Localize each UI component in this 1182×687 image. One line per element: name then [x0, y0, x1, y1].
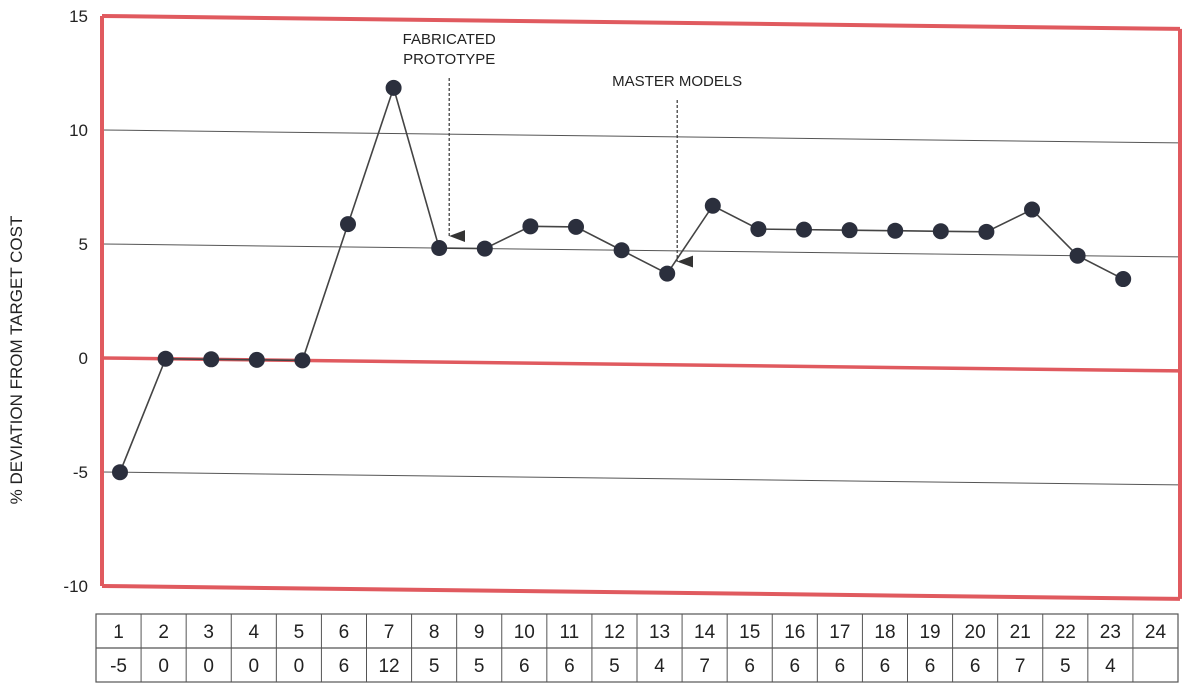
table-cell-value: 6	[880, 656, 891, 677]
data-point	[1024, 201, 1040, 218]
table-cell-index: 23	[1100, 622, 1121, 643]
y-tick-label: 10	[69, 121, 88, 140]
table-cell-value: 0	[203, 656, 214, 677]
plot-frame	[100, 14, 1182, 601]
table-cell-index: 22	[1055, 622, 1076, 643]
table-cell-index: 6	[339, 622, 350, 643]
data-point	[704, 197, 721, 214]
table-cell-index: 4	[249, 622, 260, 643]
table-cell-index: 19	[919, 622, 940, 643]
y-tick-label: -10	[63, 577, 88, 596]
frame-bottom	[101, 584, 1181, 601]
y-tick-label: 15	[69, 7, 88, 26]
data-point	[1115, 271, 1132, 288]
table-cell-value: 6	[744, 656, 755, 677]
table-cell-value: 4	[654, 656, 665, 677]
table-cell-value: 0	[249, 656, 260, 677]
y-tick-label: 5	[79, 235, 88, 254]
data-point	[796, 221, 812, 238]
table-cell-index: 8	[429, 622, 440, 643]
table-cell-index: 2	[158, 622, 169, 643]
gridline	[101, 129, 1181, 144]
data-point	[613, 242, 630, 259]
table-cell-index: 13	[649, 622, 670, 643]
data-point	[112, 464, 128, 481]
table-cell-index: 5	[294, 622, 305, 643]
table-cell-value: 7	[1015, 656, 1026, 677]
y-axis-label: % DEVIATION FROM TARGET COST	[7, 216, 26, 505]
table-cell-index: 7	[384, 622, 395, 643]
y-tick-label: 0	[79, 349, 88, 368]
table-cell-value: 5	[609, 656, 620, 677]
table-cell-value: 6	[835, 656, 846, 677]
table-cell-value: 6	[925, 656, 936, 677]
table-cell-value: 5	[474, 656, 485, 677]
table-cell-index: 15	[739, 622, 760, 643]
data-point	[568, 218, 584, 235]
y-tick-label: -5	[73, 463, 88, 482]
series-polyline	[119, 85, 1124, 473]
table-cell-value: 6	[339, 656, 350, 677]
table-cell-index: 9	[474, 622, 485, 643]
table-cell-index: 1	[113, 622, 124, 643]
table-cell-index: 17	[829, 622, 850, 643]
data-point	[431, 240, 448, 257]
table-cell-value: 6	[564, 656, 575, 677]
data-point	[157, 350, 174, 367]
gridline	[101, 243, 1181, 258]
data-point	[887, 222, 904, 239]
series-line	[119, 85, 1124, 473]
data-point	[1069, 247, 1086, 264]
table-cell-index: 16	[784, 622, 805, 643]
data-point	[750, 221, 767, 238]
data-point	[294, 352, 311, 369]
table-cell-value: 0	[294, 656, 305, 677]
frame-top	[101, 14, 1181, 31]
series-points	[112, 79, 1132, 481]
data-point	[978, 223, 995, 240]
table-cell-value: 5	[1060, 656, 1071, 677]
data-point	[340, 216, 356, 233]
table-cell-value: 6	[970, 656, 981, 677]
y-axis: -10 -5 0 5 10 15	[63, 7, 88, 596]
table-cell-index: 20	[965, 622, 986, 643]
table-cell-value: 12	[378, 656, 399, 677]
data-point	[385, 79, 402, 96]
data-point	[476, 240, 493, 257]
data-point	[841, 222, 858, 239]
annotation-label: FABRICATED	[403, 31, 496, 48]
table-cell-value: 5	[429, 656, 440, 677]
annotation-label: PROTOTYPE	[403, 51, 495, 68]
table-cell-index: 14	[694, 622, 716, 643]
table-cell-index: 18	[874, 622, 895, 643]
table-cell-value: 4	[1105, 656, 1116, 677]
gridlines	[101, 129, 1181, 486]
gridline	[101, 471, 1181, 486]
table-cell-value: 0	[158, 656, 169, 677]
data-point	[522, 218, 539, 235]
table-cell-index: 11	[560, 622, 580, 643]
table-cell-index: 24	[1145, 622, 1167, 643]
annotation-label: MASTER MODELS	[612, 73, 742, 90]
table-cell-value: 7	[699, 656, 710, 677]
data-point	[932, 223, 949, 240]
data-point	[203, 351, 220, 368]
table-cell-index: 12	[604, 622, 625, 643]
table-cell-value: 6	[790, 656, 801, 677]
table-cell-index: 21	[1010, 622, 1031, 643]
data-point	[659, 265, 676, 282]
data-point	[248, 351, 265, 368]
annotations: FABRICATED PROTOTYPE MASTER MODELS	[403, 31, 742, 268]
table-cell-index: 10	[514, 622, 535, 643]
table-cell-index: 3	[203, 622, 214, 643]
table-cell-value: 6	[519, 656, 530, 677]
table-cell-value: -5	[110, 656, 127, 677]
data-table: 1 2 3 4 5 6 7 8 9 10 11 12 13 14 15 16 17 18 19 20 21 22 23 24-…	[95, 613, 1179, 683]
